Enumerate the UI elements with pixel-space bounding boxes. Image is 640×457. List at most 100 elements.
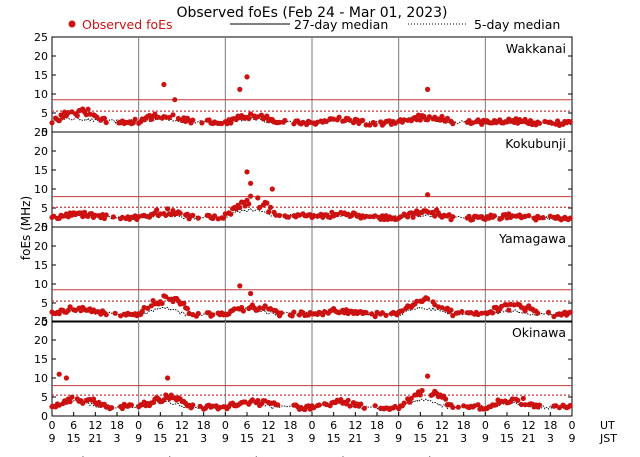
observed-point <box>110 214 116 220</box>
y-tick-label: 15 <box>34 259 48 272</box>
ut-tick-label: 0 <box>309 419 316 432</box>
panel-kokubunji: 0 5 10 15 20 25 Kokubunji <box>34 126 573 234</box>
y-tick-label: 20 <box>34 50 48 63</box>
observed-point <box>199 120 205 126</box>
observed-point <box>520 395 526 401</box>
observed-point <box>228 211 234 217</box>
observed-points <box>49 283 573 320</box>
observed-point <box>410 214 416 220</box>
observed-point <box>555 118 561 124</box>
y-tick-label: 20 <box>34 240 48 253</box>
y-tick-label: 20 <box>34 334 48 347</box>
observed-point <box>49 120 55 126</box>
observed-point <box>535 310 541 316</box>
ut-tick-label: 18 <box>370 419 384 432</box>
observed-point <box>248 193 254 199</box>
observed-point <box>369 311 375 317</box>
observed-point <box>545 309 552 315</box>
jst-tick-label: 9 <box>309 432 316 445</box>
observed-point <box>161 397 167 403</box>
y-tick-label: 15 <box>34 164 48 177</box>
y-tick-label: 25 <box>34 31 48 44</box>
day-label: Feb 24 <box>67 454 109 457</box>
legend-observed-marker <box>68 20 76 28</box>
observed-point <box>237 204 243 211</box>
observed-point <box>257 204 263 211</box>
observed-point <box>246 201 252 207</box>
observed-point <box>228 120 234 126</box>
y-tick-label: 25 <box>34 221 48 234</box>
observed-point <box>536 120 543 126</box>
observed-point <box>372 122 378 128</box>
observed-point <box>244 169 250 175</box>
observed-point <box>249 397 255 403</box>
jst-tick-label: 15 <box>153 432 167 445</box>
year-label: 2023 <box>598 454 630 457</box>
observed-point <box>211 213 218 219</box>
jst-tick-label: 21 <box>262 432 276 445</box>
observed-point <box>255 397 261 404</box>
y-axis-label: foEs (MHz) <box>19 196 33 260</box>
observed-point <box>450 121 456 127</box>
observed-point <box>159 300 165 306</box>
station-label: Okinawa <box>512 325 566 340</box>
observed-point <box>518 401 525 408</box>
observed-point <box>567 402 573 409</box>
jst-tick-label: 21 <box>175 432 189 445</box>
observed-point <box>425 373 431 379</box>
observed-point <box>210 312 216 318</box>
observed-point <box>567 119 573 125</box>
observed-point <box>425 192 431 198</box>
observed-point <box>419 387 425 394</box>
observed-point <box>190 402 196 408</box>
ut-tick-label: 12 <box>262 419 276 432</box>
jst-tick-label: 15 <box>413 432 427 445</box>
y-tick-label: 10 <box>34 278 48 291</box>
observed-point <box>556 405 563 411</box>
observed-point <box>490 310 496 316</box>
observed-point <box>291 309 297 315</box>
y-tick-label: 5 <box>41 107 48 120</box>
ut-tick-label: 0 <box>482 419 489 432</box>
observed-point <box>455 404 461 410</box>
observed-point <box>237 283 243 289</box>
jst-tick-label: 15 <box>327 432 341 445</box>
observed-point <box>69 394 75 400</box>
observed-point <box>276 212 283 219</box>
observed-point <box>491 213 497 219</box>
ut-tick-label: 18 <box>543 419 557 432</box>
y-tick-label: 0 <box>41 126 48 139</box>
observed-point <box>109 405 115 411</box>
observed-point <box>432 213 438 219</box>
observed-point <box>401 400 407 406</box>
y-tick-label: 5 <box>41 297 48 310</box>
y-tick-label: 0 <box>41 221 48 234</box>
observed-point <box>379 310 385 316</box>
observed-point <box>506 307 512 313</box>
observed-point <box>181 300 187 306</box>
panel-wakkanai: 0 5 10 15 20 25 Wakkanai <box>34 31 573 139</box>
station-label: Yamagawa <box>498 231 566 246</box>
ut-tick-label: 6 <box>330 419 337 432</box>
observed-point <box>85 106 91 112</box>
observed-point <box>103 312 109 318</box>
observed-point <box>161 81 167 88</box>
observed-point <box>399 308 405 314</box>
ut-tick-label: 0 <box>395 419 402 432</box>
y-tick-label: 25 <box>34 126 48 139</box>
observed-point <box>80 400 86 406</box>
observed-point <box>269 186 275 192</box>
observed-point <box>74 113 80 119</box>
observed-point <box>63 375 69 381</box>
legend: Observed foEs 27-day median 5-day median <box>68 17 560 32</box>
ut-tick-label: 18 <box>457 419 471 432</box>
y-tick-label: 20 <box>34 145 48 158</box>
observed-point <box>475 402 481 408</box>
observed-point <box>275 402 281 408</box>
jst-tick-label: 21 <box>348 432 362 445</box>
jst-tick-label: 9 <box>395 432 402 445</box>
observed-point <box>450 214 456 220</box>
observed-point <box>244 74 250 80</box>
observed-point <box>448 307 454 313</box>
day-label: Feb 25 <box>154 454 196 457</box>
